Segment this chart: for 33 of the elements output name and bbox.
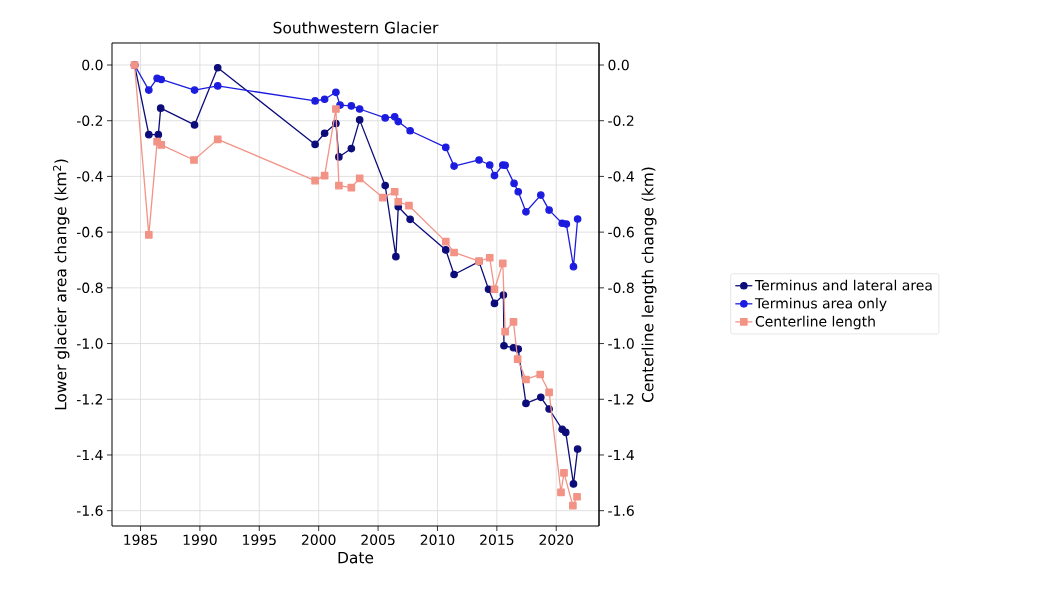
y2-tick-label: -0.6 — [608, 226, 634, 238]
x-tick-label: 2020 — [539, 534, 574, 546]
x-tick-label: 1990 — [183, 534, 217, 546]
chart-title: Southwestern Glacier — [273, 21, 439, 34]
y2-tick-label: -0.8 — [608, 282, 634, 294]
y-tick-label: -1.0 — [76, 338, 103, 349]
y-tick-label: -1.2 — [76, 394, 103, 405]
y2-tick-label: -1.0 — [608, 338, 634, 349]
y-tick-label: -0.4 — [76, 171, 103, 182]
y-tick-label: -1.6 — [76, 505, 103, 516]
x-tick-label: 2000 — [301, 534, 336, 546]
y2-tick-label: -1.2 — [608, 394, 634, 405]
y2-axis-title: Centerline length change (km) — [641, 167, 657, 402]
x-axis-title: Date — [338, 551, 374, 564]
y-tick-label: -0.8 — [76, 282, 103, 294]
y-axis-title: Lower glacier area change (km$^{2}$) — [52, 159, 70, 410]
x-tick-label: 2010 — [420, 534, 455, 546]
y2-tick-label: -1.4 — [608, 449, 634, 461]
legend-label: Terminus area only — [754, 297, 887, 312]
x-tick-label: 2015 — [480, 534, 514, 546]
y2-tick-label: -0.4 — [608, 171, 634, 182]
x-tick-label: 2005 — [361, 534, 395, 546]
y-tick-label: -0.2 — [76, 115, 103, 126]
y-tick-label: -0.6 — [76, 226, 103, 238]
legend-label: Centerline length — [755, 315, 875, 330]
y2-tick-label: -1.6 — [608, 505, 634, 516]
y2-tick-label: 0.0 — [608, 59, 629, 71]
y2-tick-label: -0.2 — [608, 115, 634, 126]
legend-label: Terminus and lateral area — [754, 279, 932, 291]
y-tick-label: 0.0 — [82, 59, 103, 71]
x-tick-label: 1995 — [243, 534, 276, 546]
y-tick-label: -1.4 — [76, 449, 103, 461]
x-tick-label: 1985 — [124, 534, 158, 546]
